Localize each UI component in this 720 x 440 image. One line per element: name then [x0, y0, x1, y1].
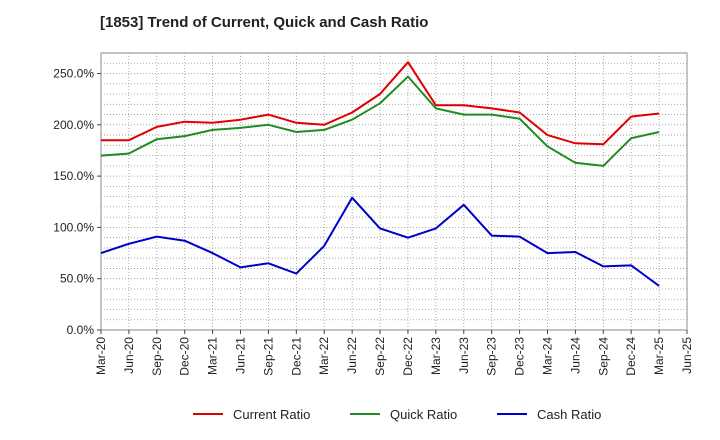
y-tick-label: 150.0% — [53, 169, 94, 183]
x-tick-label: Sep-23 — [485, 337, 499, 376]
x-tick-label: Jun-25 — [680, 337, 694, 374]
x-tick-label: Dec-22 — [401, 337, 415, 376]
y-axis: 0.0% 50.0% 100.0% 150.0% 200.0% 250.0% — [53, 67, 101, 337]
y-tick-label: 250.0% — [53, 67, 94, 81]
legend-label-current-ratio: Current Ratio — [233, 407, 310, 422]
x-tick-label: Dec-24 — [624, 337, 638, 376]
x-tick-label: Jun-20 — [122, 337, 136, 374]
x-tick-label: Jun-23 — [457, 337, 471, 374]
y-tick-label: 100.0% — [53, 220, 94, 234]
series-line-cash-ratio — [100, 196, 660, 287]
x-tick-label: Mar-25 — [652, 337, 666, 375]
x-tick-label: Sep-22 — [373, 337, 387, 376]
x-tick-label: Mar-24 — [540, 337, 554, 375]
x-tick-label: Sep-24 — [596, 337, 610, 376]
x-tick-label: Dec-23 — [513, 337, 527, 376]
x-tick-label: Sep-20 — [150, 337, 164, 376]
x-tick-label: Jun-21 — [234, 337, 248, 374]
series-line-quick-ratio — [100, 75, 660, 167]
legend-label-quick-ratio: Quick Ratio — [390, 407, 457, 422]
series-line-current-ratio — [101, 61, 660, 146]
x-tick-label: Jun-24 — [568, 337, 582, 374]
chart-title: [1853] Trend of Current, Quick and Cash … — [100, 14, 429, 31]
x-tick-label: Jun-22 — [345, 337, 359, 374]
x-tick-label: Sep-21 — [261, 337, 275, 376]
y-tick-label: 200.0% — [53, 118, 94, 132]
legend-label-cash-ratio: Cash Ratio — [537, 407, 601, 422]
legend: Current Ratio Quick Ratio Cash Ratio — [193, 407, 601, 422]
x-tick-label: Mar-23 — [429, 337, 443, 375]
series-lines — [100, 61, 660, 287]
x-tick-label: Mar-20 — [94, 337, 108, 375]
y-tick-label: 50.0% — [60, 272, 94, 286]
grid-lines — [100, 53, 688, 330]
x-tick-label: Mar-21 — [206, 337, 220, 375]
x-tick-label: Dec-21 — [289, 337, 303, 376]
x-tick-label: Mar-22 — [317, 337, 331, 375]
x-axis: Mar-20 Jun-20 Sep-20 Dec-20 Mar-21 Jun-21 Sep-… — [94, 330, 694, 376]
y-tick-label: 0.0% — [67, 323, 95, 337]
x-tick-label: Dec-20 — [178, 337, 192, 376]
plot-area — [100, 52, 688, 331]
